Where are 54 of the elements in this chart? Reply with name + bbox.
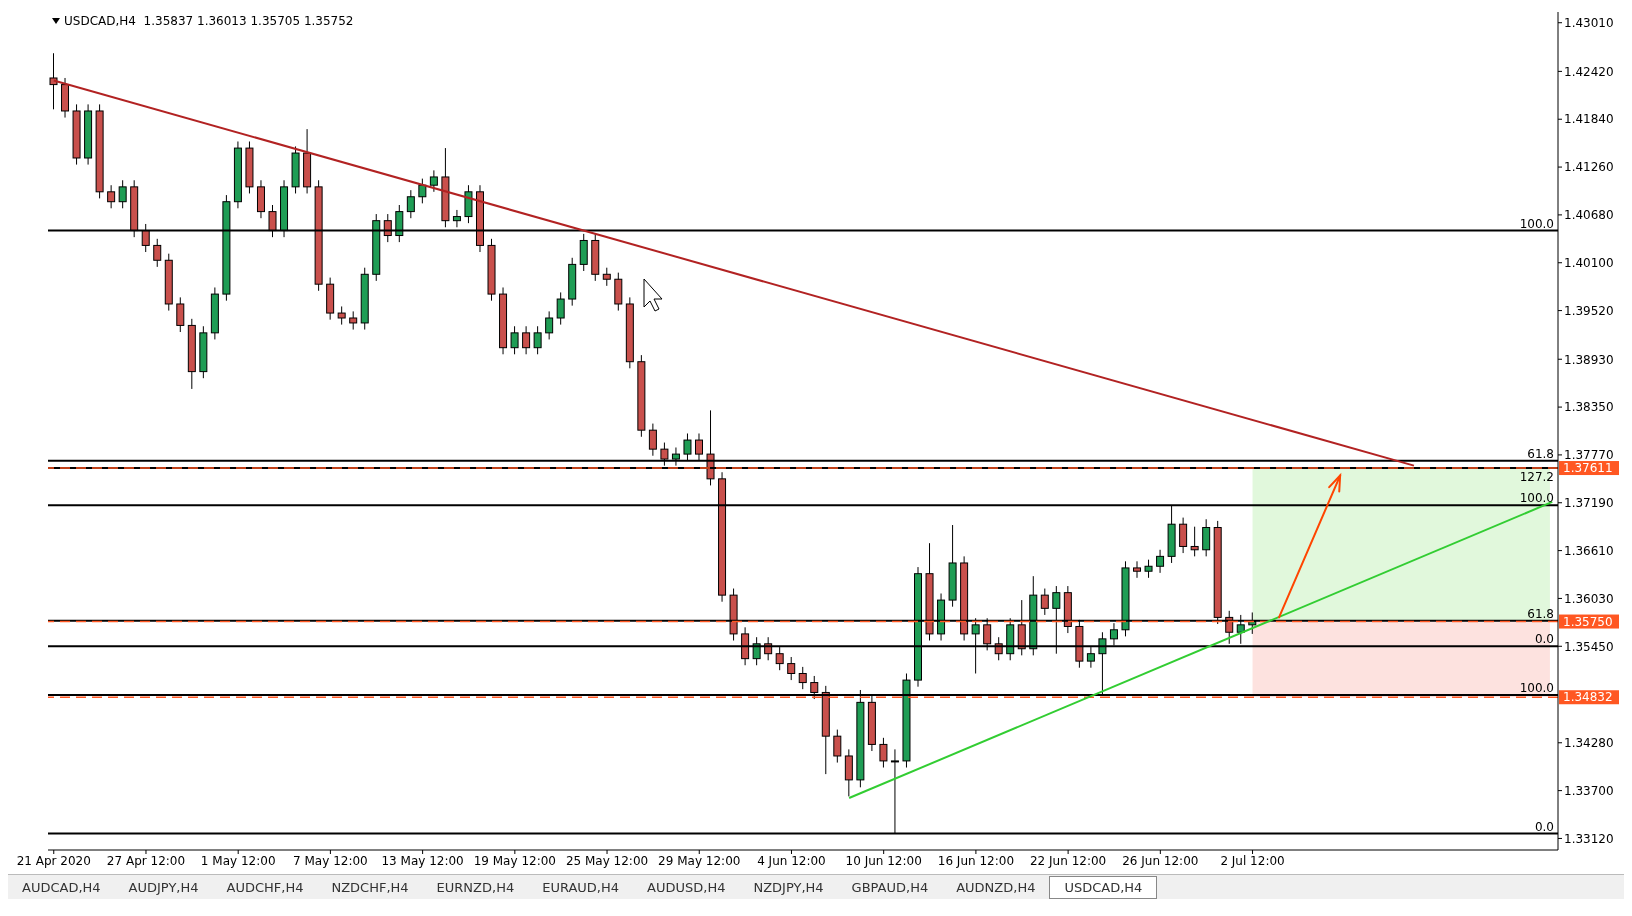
x-tick-label: 1 May 12:00 bbox=[200, 853, 276, 868]
y-tick-label: 1.41260 bbox=[1564, 160, 1614, 175]
text: AUDUSD,H4 bbox=[646, 878, 727, 897]
ref-line-label: 1.35750 bbox=[1563, 614, 1613, 629]
x-tick-label: 16 Jun 12:00 bbox=[937, 853, 1015, 868]
y-tick-label: 1.38930 bbox=[1564, 352, 1614, 367]
text: AUDCHF,H4 bbox=[225, 878, 305, 897]
y-tick-label: 1.39520 bbox=[1564, 303, 1614, 318]
x-tick-label: 7 May 12:00 bbox=[293, 853, 368, 868]
x-tick-label: 26 Jun 12:00 bbox=[1122, 853, 1199, 868]
y-tick-label: 1.43010 bbox=[1564, 15, 1614, 30]
y-tick-label: 1.34280 bbox=[1564, 736, 1614, 751]
annotation: 100.0 bbox=[1519, 216, 1554, 231]
text: EURNZD,H4 bbox=[435, 878, 516, 897]
annotation: 61.8 bbox=[1527, 606, 1554, 621]
text: AUDCAD,H4 bbox=[21, 878, 102, 897]
text: AUDNZD,H4 bbox=[955, 878, 1037, 897]
annotation: 61.8 bbox=[1527, 446, 1554, 461]
y-tick-label: 1.40100 bbox=[1564, 256, 1614, 270]
y-tick-label: 1.37770 bbox=[1564, 448, 1614, 463]
x-tick-label: 21 Apr 2020 bbox=[16, 853, 91, 868]
annotation: 100.0 bbox=[1519, 491, 1554, 506]
x-tick-label: 29 May 12:00 bbox=[658, 853, 741, 868]
x-tick-label: 25 May 12:00 bbox=[565, 853, 649, 868]
annotation: 0.0 bbox=[1534, 819, 1554, 834]
y-tick-label: 1.38350 bbox=[1564, 400, 1614, 415]
y-tick-label: 1.33120 bbox=[1564, 831, 1614, 846]
x-tick-label: 13 May 12:00 bbox=[381, 853, 464, 868]
text: USDCAD,H4 bbox=[1049, 875, 1158, 899]
x-tick-label: 27 Apr 12:00 bbox=[106, 853, 186, 868]
x-tick-label: 10 Jun 12:00 bbox=[845, 853, 922, 868]
x-tick-label: 2 Jul 12:00 bbox=[1220, 853, 1285, 868]
x-tick-label: 22 Jun 12:00 bbox=[1030, 853, 1107, 868]
annotation: 127.2 bbox=[1519, 470, 1554, 485]
y-tick-label: 1.41840 bbox=[1564, 112, 1614, 127]
y-tick-label: 1.36610 bbox=[1564, 543, 1614, 558]
y-tick-label: 1.37190 bbox=[1564, 496, 1614, 511]
y-tick-label: 1.33700 bbox=[1564, 783, 1614, 798]
ref-line-label: 1.37611 bbox=[1563, 461, 1613, 476]
x-tick-label: 19 May 12:00 bbox=[473, 853, 556, 868]
chart-title: USDCAD,H4 1.35837 1.36013 1.35705 1.35752 bbox=[64, 14, 354, 28]
text: AUDJPY,H4 bbox=[127, 878, 200, 897]
text: GBPAUD,H4 bbox=[850, 878, 930, 897]
x-tick-label: 4 Jun 12:00 bbox=[757, 853, 826, 868]
text: NZDCHF,H4 bbox=[330, 878, 410, 897]
y-tick-label: 1.40680 bbox=[1564, 208, 1614, 223]
text: EURAUD,H4 bbox=[541, 878, 621, 897]
y-tick-label: 1.42420 bbox=[1564, 64, 1614, 79]
annotation: 100.0 bbox=[1519, 680, 1554, 695]
y-tick-label: 1.36030 bbox=[1564, 591, 1614, 606]
y-tick-label: 1.35450 bbox=[1564, 639, 1614, 654]
annotation: 0.0 bbox=[1534, 632, 1554, 647]
ref-line-label: 1.34832 bbox=[1563, 690, 1613, 705]
text: NZDJPY,H4 bbox=[752, 878, 825, 897]
